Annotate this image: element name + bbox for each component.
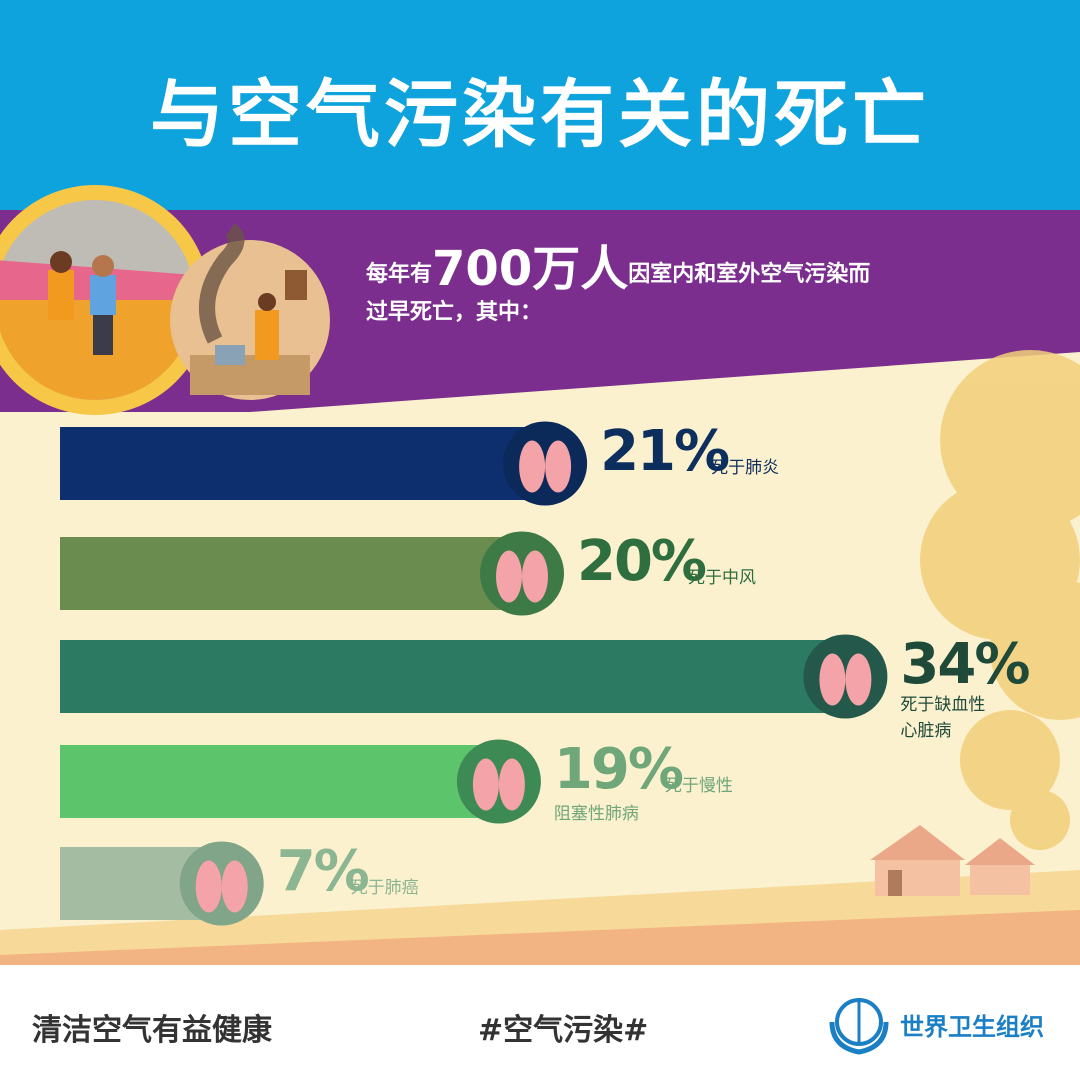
bar — [60, 640, 846, 713]
organ-right — [522, 550, 548, 603]
category-label: 心脏病 — [900, 721, 952, 741]
bar — [60, 745, 499, 818]
intro-line2: 过早死亡，其中： — [366, 300, 543, 325]
intro-prefix: 每年有 — [366, 262, 433, 287]
ground-strip — [0, 870, 1080, 955]
lung-cancer-icon — [195, 860, 248, 913]
intro-text: 每年有700万人因室内和室外空气污染而 过早死亡，其中： — [366, 245, 986, 332]
header-band — [0, 0, 1080, 215]
brain-icon — [496, 550, 548, 603]
lungs-icon — [472, 758, 525, 811]
page-title: 与空气污染有关的死亡 — [150, 72, 930, 158]
smoke-clouds — [920, 350, 1080, 850]
bar — [60, 537, 522, 610]
indoor-pollution-illustration — [170, 223, 330, 400]
organ-left — [519, 440, 546, 493]
intro-number: 700万人 — [432, 241, 629, 297]
category-label: 死于中风 — [688, 568, 756, 588]
category-label: 阻塞性肺病 — [553, 804, 639, 824]
organ-right — [498, 758, 525, 811]
category-label: 死于缺血性 — [900, 695, 986, 715]
who-logo-icon — [829, 998, 889, 1055]
organ-left — [496, 550, 522, 603]
outdoor-pollution-illustration — [0, 185, 210, 415]
organ-left — [472, 758, 499, 811]
value-label: 7% — [276, 839, 370, 904]
organ-left — [819, 653, 846, 706]
organ-right — [221, 860, 248, 913]
bar-icon-circle — [179, 841, 264, 926]
value-label: 19% — [553, 737, 684, 802]
bar-icon-circle — [480, 531, 564, 616]
footer-hashtag[interactable]: #空气污染# — [478, 1013, 649, 1048]
bar-icon-circle — [503, 421, 588, 506]
value-label: 20% — [577, 529, 707, 594]
bar — [60, 427, 546, 500]
organ-right — [845, 653, 872, 706]
footer-org: 世界卫生组织 — [900, 1013, 1044, 1041]
heart-icon — [819, 653, 872, 706]
houses-illustration — [870, 825, 1035, 896]
bar-icon-circle — [803, 634, 888, 719]
category-label: 死于慢性 — [664, 776, 733, 796]
intro-suffix: 因室内和室外空气污染而 — [628, 262, 871, 287]
bar-icon-circle — [456, 739, 541, 824]
value-label: 34% — [900, 632, 1030, 697]
footer: 清洁空气有益健康 #空气污染# 世界卫生组织 — [0, 965, 1080, 1080]
category-label: 死于肺炎 — [711, 458, 780, 478]
organ-left — [195, 860, 222, 913]
footer-slogan: 清洁空气有益健康 — [32, 1013, 272, 1048]
value-label: 21% — [600, 419, 730, 484]
category-label: 死于肺癌 — [350, 878, 419, 898]
lungs-icon — [519, 440, 572, 493]
organ-right — [545, 440, 572, 493]
